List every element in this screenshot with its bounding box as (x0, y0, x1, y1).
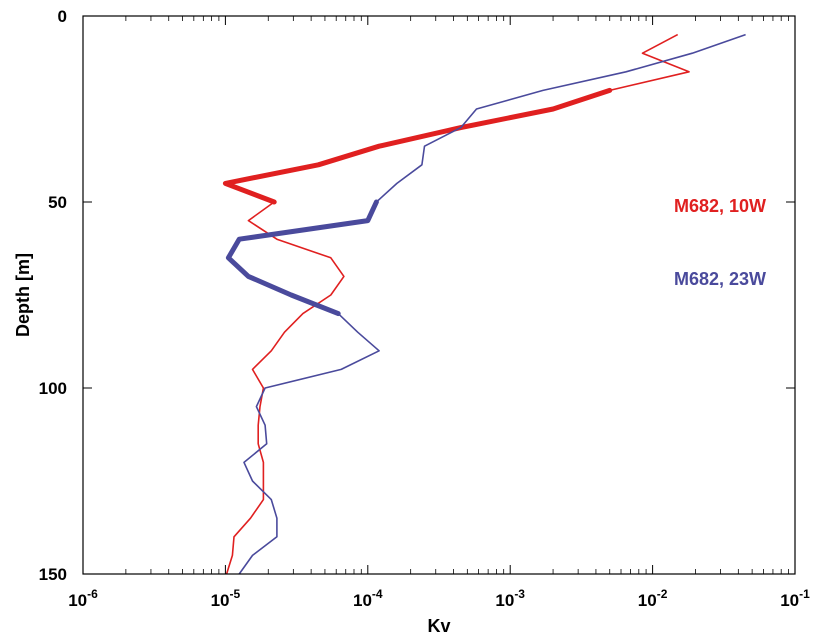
x-tick-label: 10-4 (353, 587, 383, 610)
legend-entry-10w: M682, 10W (674, 196, 766, 216)
x-tick-label: 10-3 (495, 587, 525, 610)
x-axis-label: Kv (427, 616, 450, 636)
plot-frame (82, 15, 796, 575)
x-tick-label: 10-6 (68, 587, 98, 610)
y-tick-label: 0 (58, 7, 67, 26)
y-tick-label: 100 (39, 379, 67, 398)
x-tick-label: 10-1 (780, 587, 810, 610)
x-tick-label: 10-5 (211, 587, 241, 610)
y-tick-label: 50 (48, 193, 67, 212)
tick-labels: 10-6 10-5 10-4 10-3 10-2 10-1 0 50 100 150 (39, 7, 810, 610)
y-tick-label: 150 (39, 565, 67, 584)
series-thick-segment-1 (225, 199, 379, 317)
x-tick-label: 10-2 (638, 587, 668, 610)
legend-entry-23w: M682, 23W (674, 269, 766, 289)
plot-lines (222, 33, 746, 575)
y-axis-label: Depth [m] (13, 253, 33, 337)
series-thick-segment-0 (222, 87, 613, 205)
